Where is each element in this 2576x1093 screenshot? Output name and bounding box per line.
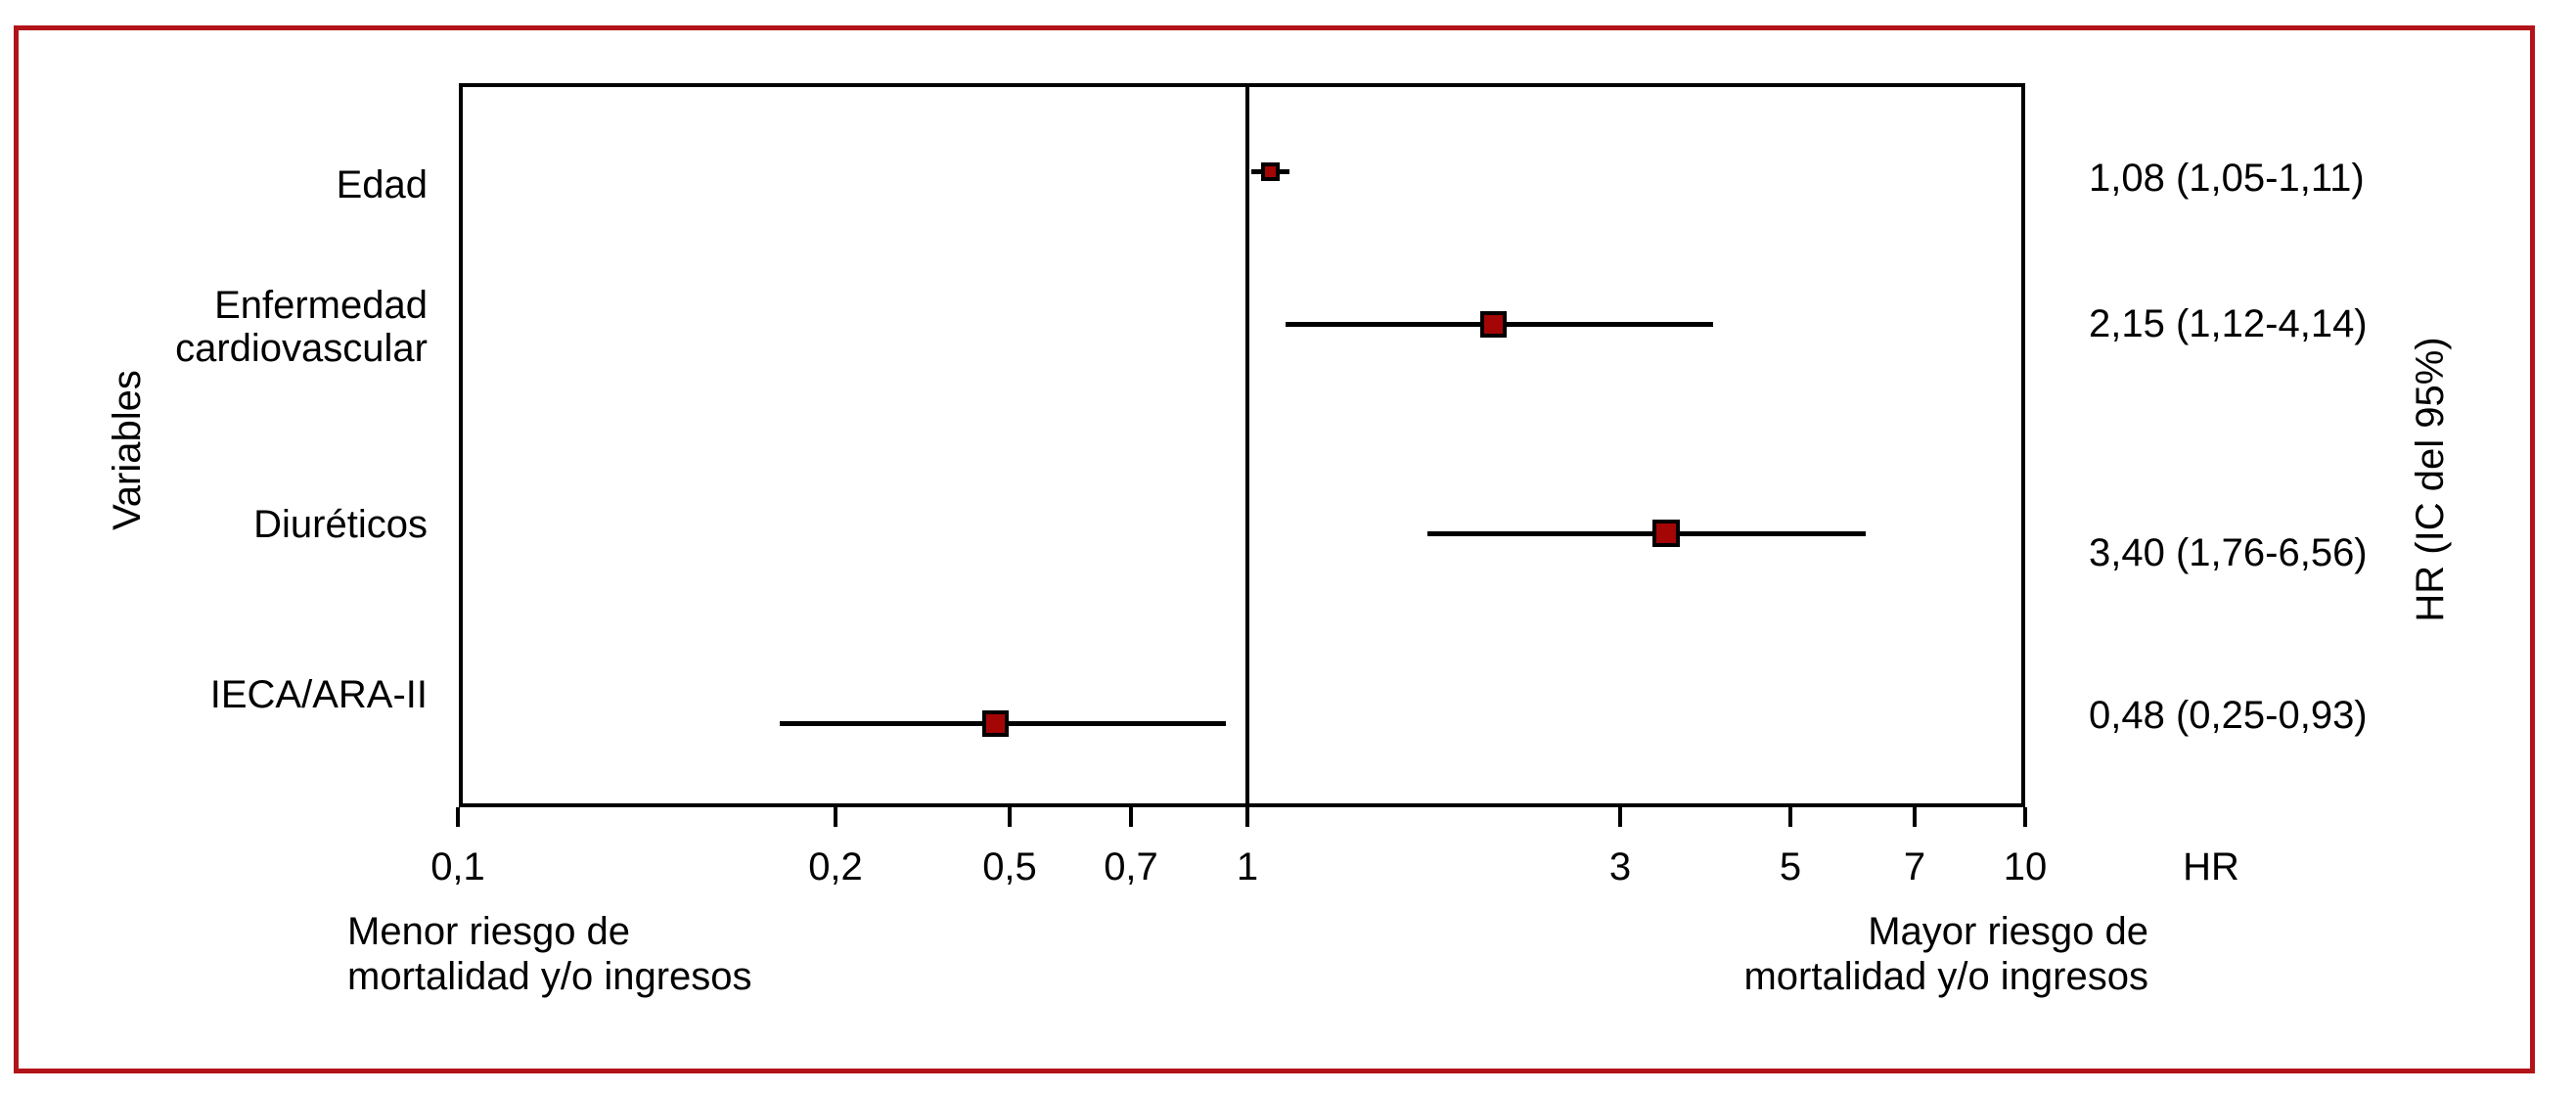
x-tick-label: 0,7 — [1104, 845, 1158, 888]
x-tick-mark — [1913, 807, 1917, 827]
x-tick-label: 1 — [1236, 845, 1259, 888]
hr-ci-value: 3,40 (1,76-6,56) — [2089, 531, 2368, 574]
variable-label: Edad — [336, 163, 428, 206]
x-tick-mark — [834, 807, 837, 827]
figure-red-border — [14, 25, 2535, 1073]
confidence-interval-line — [1427, 531, 1866, 536]
y-axis-label: Variables — [106, 370, 149, 530]
x-tick-mark — [1788, 807, 1792, 827]
right-axis-label: HR (IC del 95%) — [2409, 337, 2452, 622]
hr-ci-value: 0,48 (0,25-0,93) — [2089, 694, 2368, 737]
variable-label: Enfermedad cardiovascular — [175, 284, 428, 370]
x-tick-mark — [1245, 807, 1249, 827]
x-tick-mark — [2023, 807, 2027, 827]
x-tick-label: 5 — [1779, 845, 1802, 888]
x-tick-label: 7 — [1903, 845, 1926, 888]
variable-label: Diuréticos — [253, 503, 428, 546]
x-tick-label: 10 — [2003, 845, 2048, 888]
hr-point-marker — [1479, 310, 1507, 338]
hr-point-marker — [981, 709, 1009, 737]
plot-area — [459, 83, 2025, 807]
x-tick-label: 0,2 — [808, 845, 863, 888]
reference-line-hr1 — [1245, 83, 1249, 807]
hr-point-marker — [1652, 520, 1680, 547]
x-tick-label: 0,5 — [982, 845, 1037, 888]
x-tick-mark — [456, 807, 460, 827]
annotation-lower-risk: Menor riesgo de mortalidad y/o ingresos — [347, 910, 752, 998]
annotation-higher-risk: Mayor riesgo de mortalidad y/o ingresos — [1743, 910, 2148, 998]
x-tick-mark — [1008, 807, 1012, 827]
variable-label: IECA/ARA-II — [209, 673, 428, 716]
x-tick-mark — [1618, 807, 1622, 827]
x-tick-label: 0,1 — [430, 845, 485, 888]
x-tick-label: 3 — [1608, 845, 1632, 888]
hr-ci-value: 1,08 (1,05-1,11) — [2089, 157, 2365, 200]
hr-ci-value: 2,15 (1,12-4,14) — [2089, 302, 2368, 345]
x-tick-mark — [1129, 807, 1133, 827]
x-axis-label: HR — [2183, 845, 2239, 888]
hr-point-marker — [1260, 161, 1280, 181]
